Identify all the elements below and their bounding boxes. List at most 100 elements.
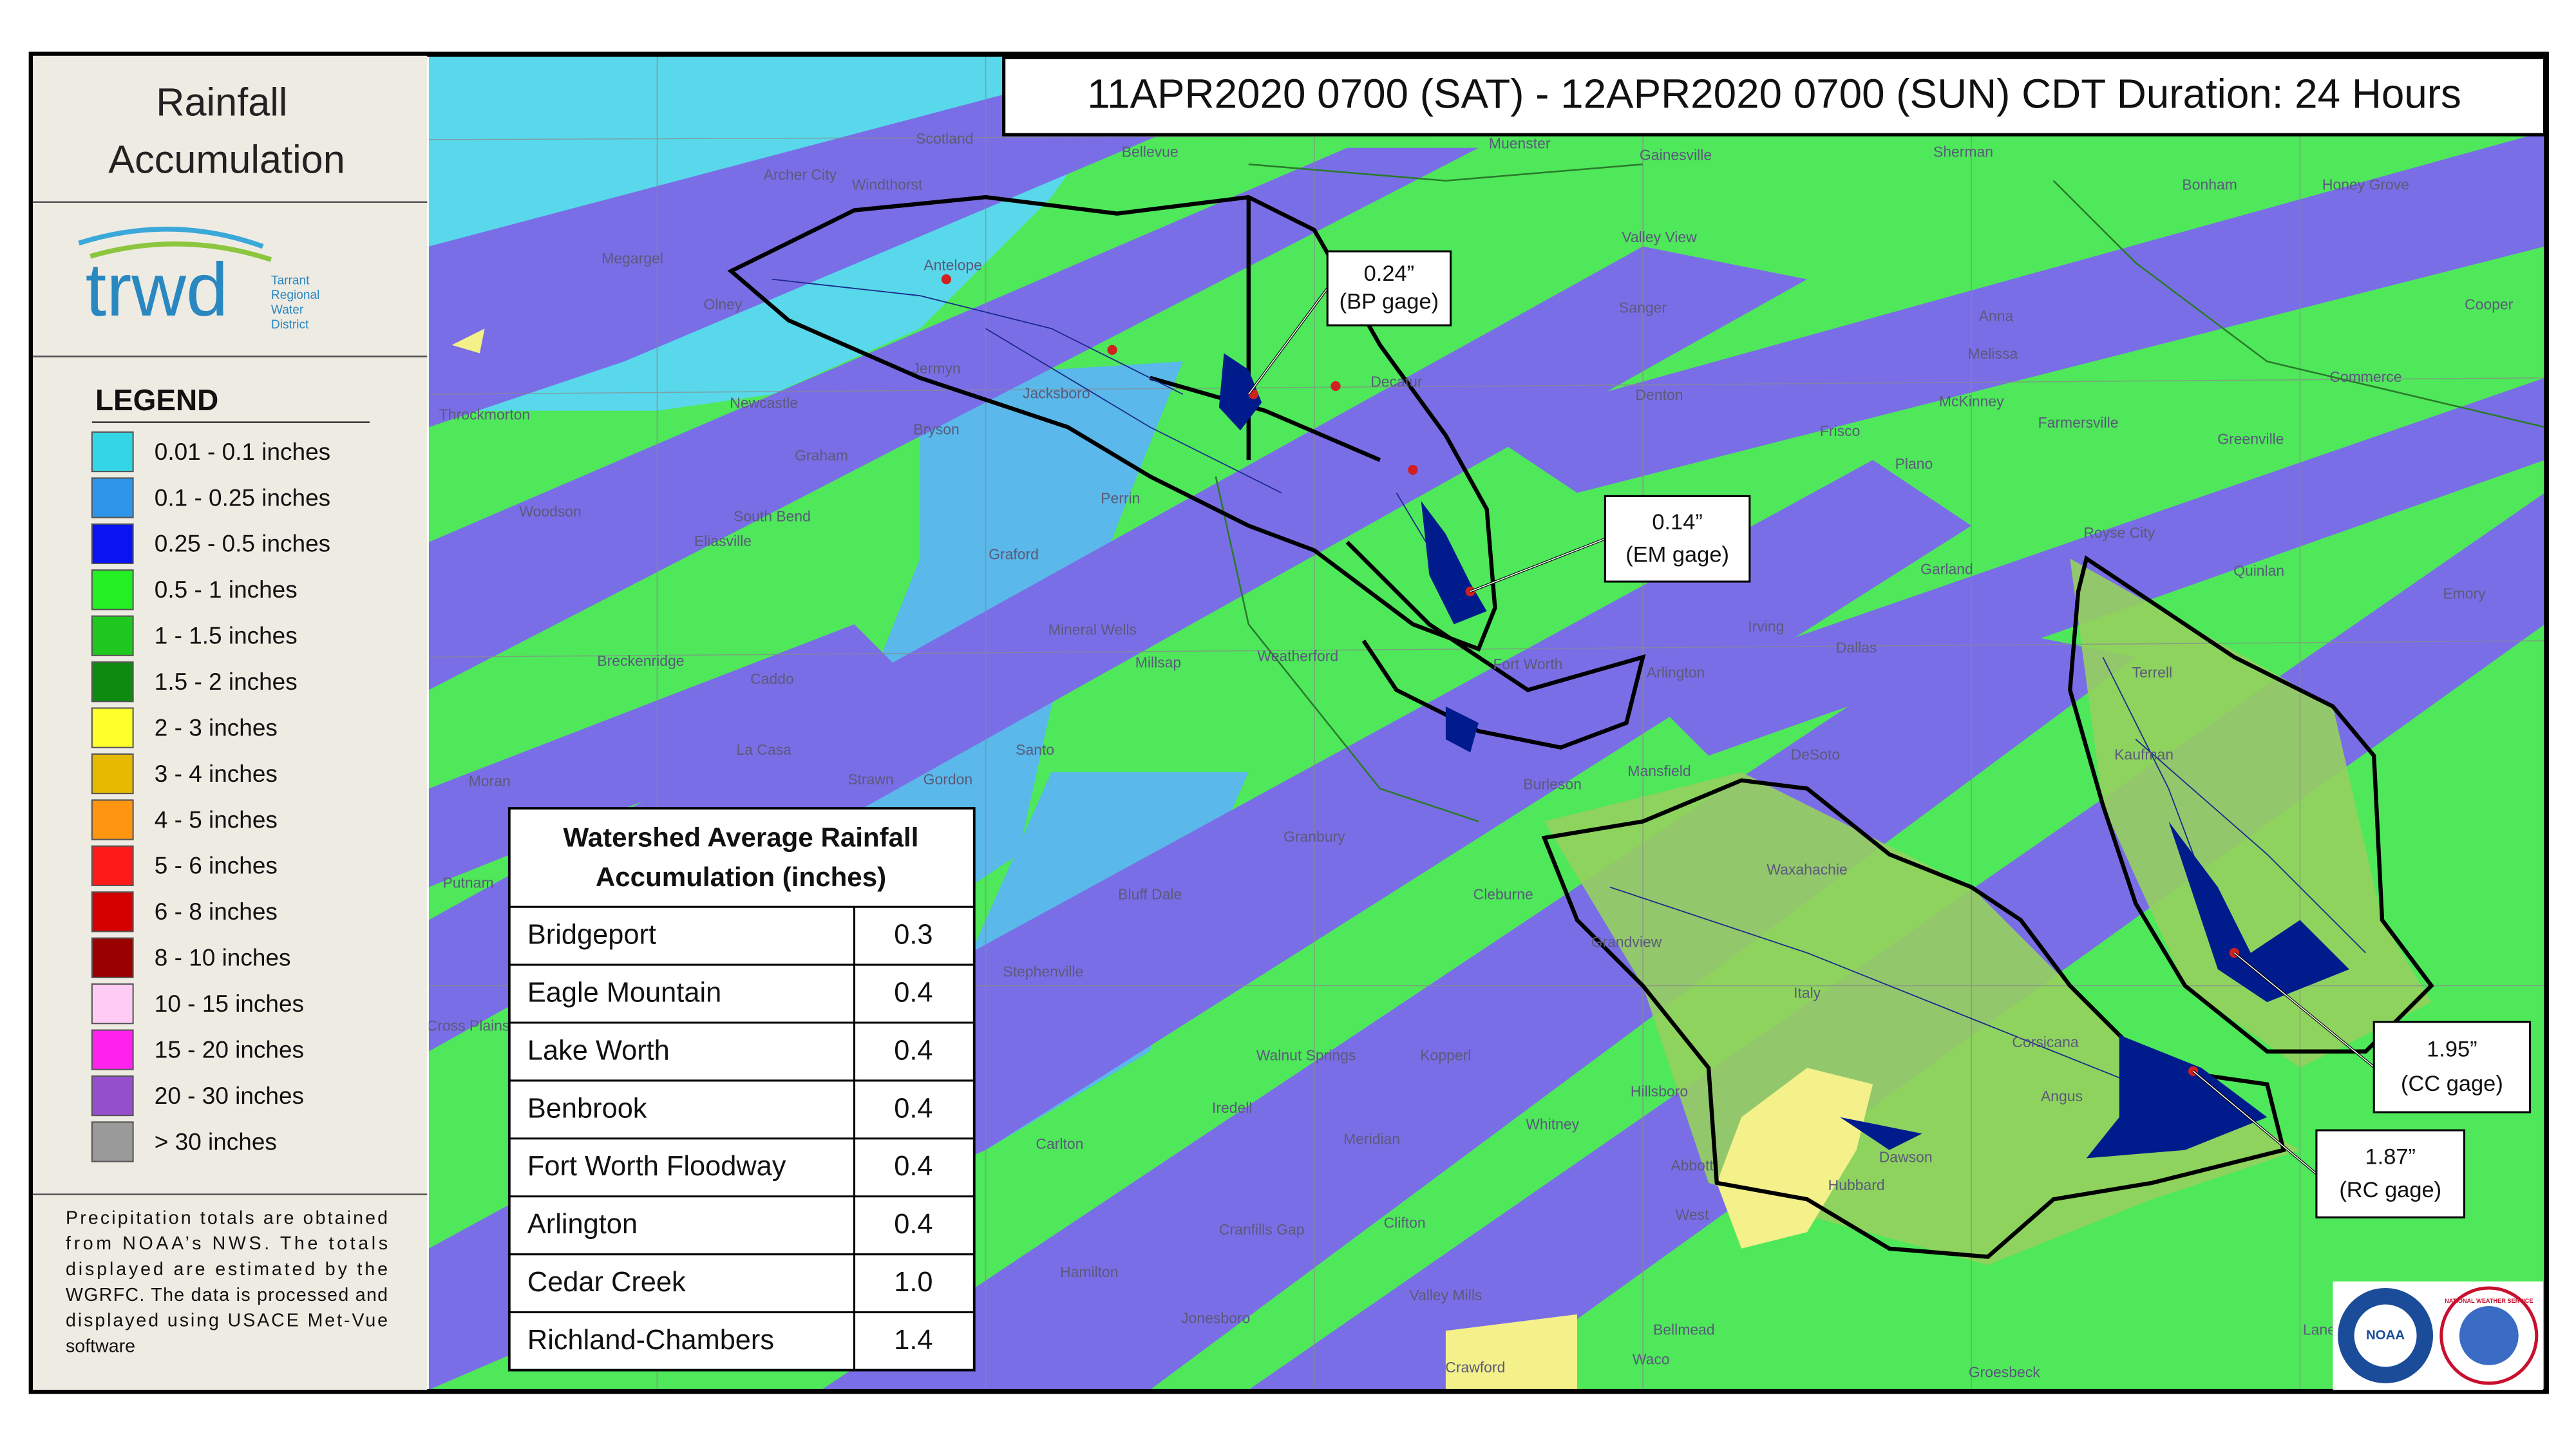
place-label: Honey Grove: [2322, 176, 2409, 193]
place-label: Denton: [1636, 386, 1683, 403]
callout-box: [2315, 1129, 2466, 1218]
logo-text: NOAA: [2366, 1328, 2405, 1342]
callout-leader: [2233, 952, 2374, 1068]
place-label: Bonham: [2182, 176, 2237, 193]
legend-swatch: [91, 753, 134, 795]
place-label: Corsicana: [2012, 1034, 2079, 1050]
legend-label: 1 - 1.5 inches: [155, 623, 298, 649]
legend-swatch: [91, 661, 134, 703]
sidebar-title: Rainfall: [156, 80, 287, 124]
legend-label: 3 - 4 inches: [155, 761, 278, 787]
legend-swatch: [91, 1075, 134, 1117]
place-label: Kaufman: [2114, 746, 2174, 763]
place-label: Bellevue: [1122, 143, 1179, 160]
legend-swatch: [91, 937, 134, 978]
place-label: Meridian: [1343, 1130, 1400, 1147]
place-label: Kopperl: [1420, 1046, 1471, 1063]
table-value: 0.4: [894, 1151, 933, 1182]
logo-org: Tarrant: [271, 274, 310, 287]
place-label: Emory: [2443, 585, 2486, 602]
place-label: Hubbard: [1828, 1177, 1885, 1193]
legend-label: 6 - 8 inches: [155, 898, 278, 925]
table-name: Fort Worth Floodway: [527, 1151, 786, 1182]
place-label: Irving: [1748, 618, 1784, 635]
callout-box: [1604, 495, 1751, 583]
place-label: Newcastle: [730, 395, 798, 412]
callout-box: [2372, 1021, 2532, 1113]
place-label: Breckenridge: [597, 652, 684, 669]
logo-org: Regional: [271, 289, 319, 302]
table-name: Cedar Creek: [527, 1267, 686, 1298]
note-line: software: [66, 1336, 135, 1356]
legend-label: 20 - 30 inches: [155, 1083, 304, 1109]
place-label: Garland: [1920, 560, 1973, 577]
place-label: Greenville: [2217, 431, 2284, 448]
legend-label: 2 - 3 inches: [155, 714, 278, 741]
legend-label: 5 - 6 inches: [155, 853, 278, 879]
place-label: Windthorst: [852, 176, 923, 193]
legend-swatch: [91, 477, 134, 518]
legend-swatch: [91, 1029, 134, 1070]
place-label: Gordon: [923, 771, 973, 788]
map: Bellevue Muenster Gainesville Sherman Archer…: [427, 55, 2545, 1390]
place-label: Mansfield: [1627, 762, 1690, 779]
place-label: Bluff Dale: [1118, 886, 1182, 902]
table-value: 0.4: [894, 1209, 933, 1240]
logo-text: NATIONAL WEATHER SERVICE: [2445, 1298, 2533, 1304]
frame: [28, 52, 2549, 1394]
place-label: Perrin: [1101, 490, 1140, 507]
place-label: Groesbeck: [1969, 1364, 2040, 1381]
table-value: 0.4: [894, 1035, 933, 1066]
table-name: Eagle Mountain: [527, 977, 721, 1008]
table-value: 0.4: [894, 977, 933, 1008]
legend-label: > 30 inches: [155, 1128, 277, 1155]
table-value: 0.3: [894, 920, 933, 951]
place-label: DeSoto: [1791, 746, 1841, 763]
callout-value: 0.14”: [1652, 510, 1702, 535]
place-label: Olney: [703, 296, 742, 313]
legend-label: 10 - 15 inches: [155, 990, 304, 1017]
legend-swatch: [91, 1121, 134, 1162]
legend-label: 15 - 20 inches: [155, 1036, 304, 1063]
place-label: Mineral Wells: [1048, 621, 1137, 638]
place-label: Valley Mills: [1409, 1287, 1482, 1303]
place-label: Weatherford: [1257, 647, 1338, 664]
place-label: Cleburne: [1473, 886, 1533, 902]
place-label: Iredell: [1212, 1099, 1252, 1116]
legend-label: 0.5 - 1 inches: [155, 576, 298, 603]
table-name: Richland-Chambers: [527, 1325, 774, 1356]
place-label: La Casa: [737, 741, 792, 758]
place-label: Walnut Springs: [1256, 1046, 1356, 1063]
callout-value: 0.24”: [1364, 261, 1414, 286]
callout-gage: (CC gage): [2401, 1072, 2503, 1096]
sidebar-title: Accumulation: [108, 138, 345, 182]
logo-org: District: [271, 318, 309, 332]
legend: 0.01 - 0.1 inches 0.1 - 0.25 inches 0.25 -…: [91, 431, 330, 1162]
callout-gage: (RC gage): [2339, 1178, 2441, 1202]
place-label: Bryson: [913, 421, 959, 437]
legend-swatch: [91, 845, 134, 887]
place-label: Whitney: [1526, 1116, 1579, 1133]
place-label: Muenster: [1489, 135, 1551, 152]
place-label: Jermyn: [912, 360, 960, 377]
logo-wordmark: trwd: [86, 247, 229, 332]
place-label: Caddo: [750, 670, 794, 687]
place-label: Bellmead: [1653, 1321, 1715, 1338]
place-label: Scotland: [916, 130, 973, 147]
place-label: Strawn: [848, 771, 893, 788]
logo: trwd Tarrant Regional Water District: [78, 227, 319, 332]
legend-swatch: [91, 891, 134, 933]
legend-label: 0.1 - 0.25 inches: [155, 484, 330, 511]
place-label: Santo: [1016, 741, 1054, 758]
place-label: Hillsboro: [1631, 1083, 1688, 1099]
logo-org: Water: [271, 303, 304, 317]
place-label: Dawson: [1879, 1149, 1933, 1166]
table-value: 1.4: [894, 1325, 933, 1356]
place-label: Cross Plains: [427, 1017, 510, 1034]
place-label: Gainesville: [1640, 146, 1712, 163]
legend-swatch: [91, 431, 134, 473]
legend-label: 0.25 - 0.5 inches: [155, 531, 330, 557]
place-label: South Bend: [734, 508, 811, 525]
legend-label: 4 - 5 inches: [155, 806, 278, 833]
